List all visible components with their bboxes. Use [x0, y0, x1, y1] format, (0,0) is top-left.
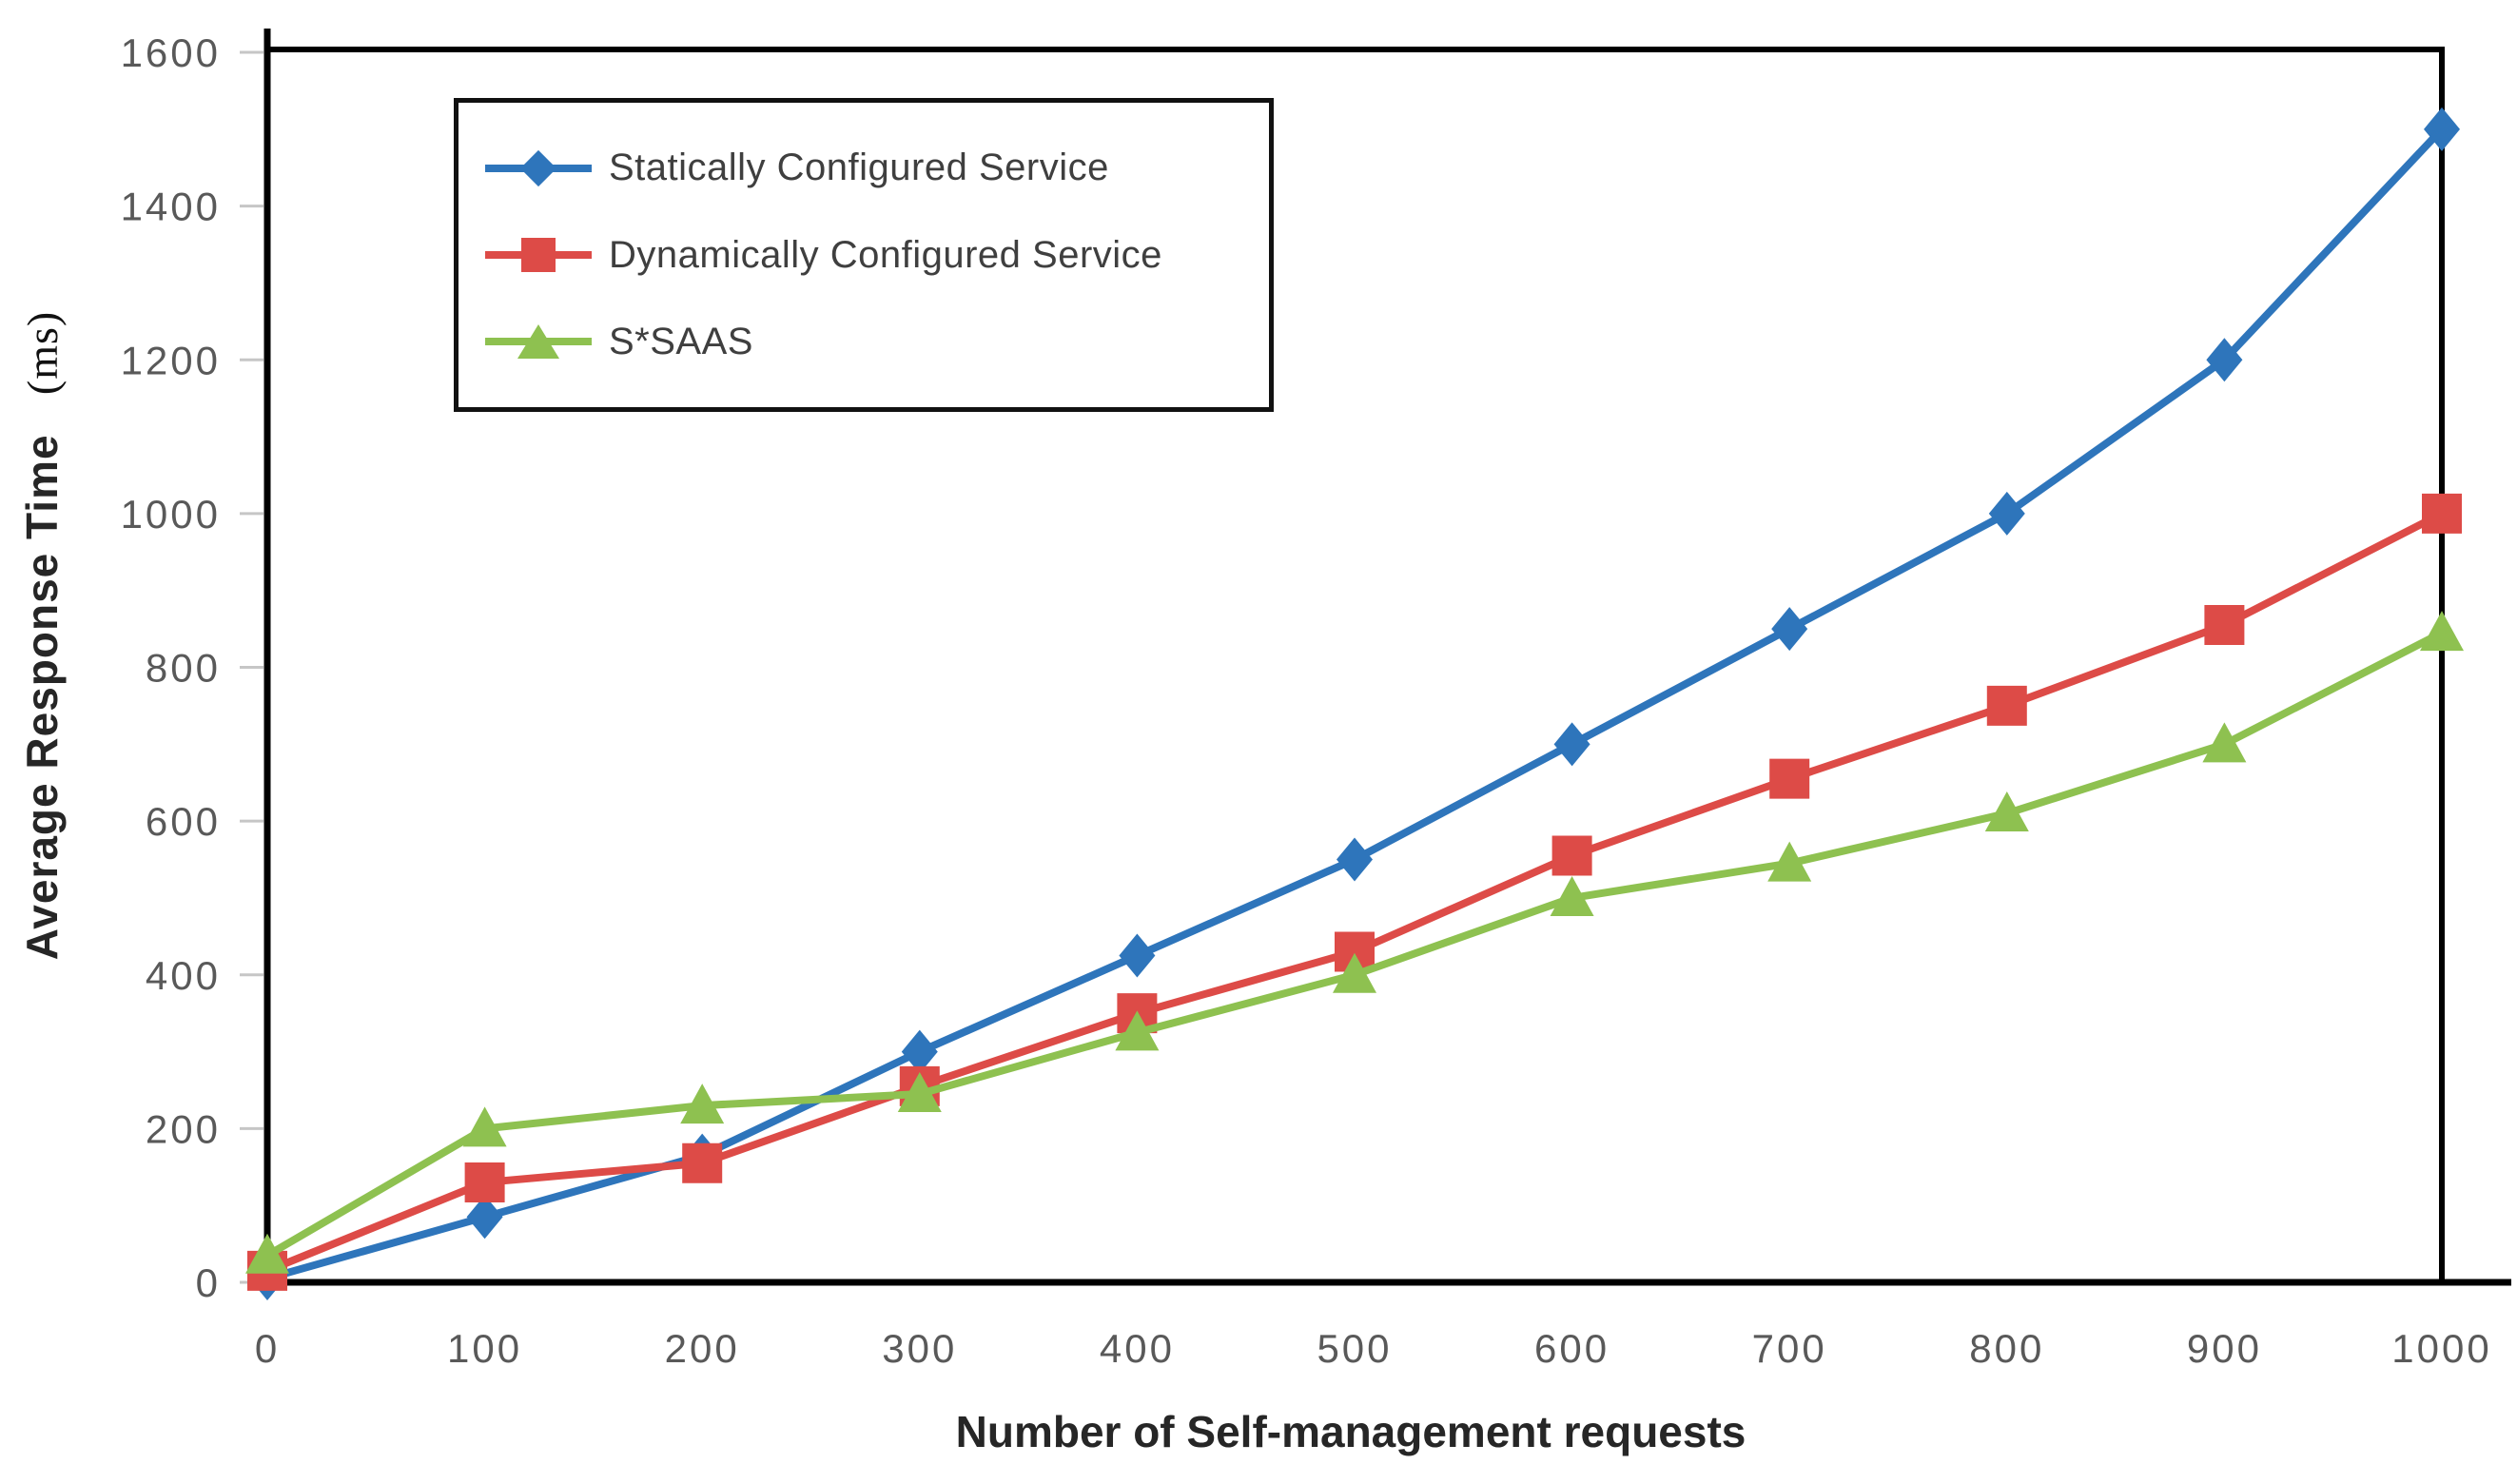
- y-tick-label: 1000: [121, 492, 221, 537]
- square-marker-dynamically-configured-service: [464, 1162, 505, 1202]
- legend: Statically Configured Service Dynamicall…: [454, 98, 1274, 412]
- x-tick-label: 700: [1752, 1326, 1827, 1371]
- x-tick-label: 900: [2187, 1326, 2262, 1371]
- legend-key-line: [485, 234, 592, 276]
- y-axis-title: Average Response Time (ms): [16, 311, 68, 960]
- x-tick-label: 800: [1969, 1326, 2044, 1371]
- diamond-marker-statically-configured-service: [2206, 338, 2243, 382]
- legend-label: Statically Configured Service: [609, 146, 1109, 189]
- square-marker-dynamically-configured-service: [2204, 605, 2245, 646]
- triangle-marker-icon: [517, 324, 559, 360]
- legend-key-line: [485, 321, 592, 362]
- triangle-up-marker-s-saas: [245, 1233, 289, 1274]
- triangle-up-marker-s-saas: [1333, 952, 1376, 993]
- y-tick-label: 200: [146, 1106, 221, 1151]
- x-axis-title: Number of Self-management requests: [955, 1407, 1746, 1456]
- diamond-marker-statically-configured-service: [1337, 837, 1373, 882]
- x-tick-label: 500: [1317, 1326, 1392, 1371]
- triangle-up-marker-s-saas: [2420, 611, 2464, 652]
- square-marker-dynamically-configured-service: [2422, 493, 2462, 534]
- square-marker-dynamically-configured-service: [1769, 758, 1810, 799]
- y-tick-label: 800: [146, 646, 221, 691]
- square-marker-dynamically-configured-service: [682, 1142, 723, 1183]
- y-axis-title-text: Average Response Time: [17, 434, 67, 961]
- diamond-marker-statically-configured-service: [1553, 722, 1590, 767]
- x-tick-label: 0: [255, 1326, 280, 1371]
- triangle-up-marker-s-saas: [1767, 841, 1812, 882]
- square-marker-dynamically-configured-service: [1335, 931, 1375, 972]
- triangle-up-marker-s-saas: [680, 1084, 725, 1124]
- diamond-marker-statically-configured-service: [1119, 933, 1156, 978]
- y-tick-label: 1400: [121, 185, 221, 229]
- x-tick-label: 100: [447, 1326, 522, 1371]
- legend-label: Dynamically Configured Service: [609, 233, 1162, 276]
- triangle-up-marker-s-saas: [1984, 791, 2029, 832]
- triangle-up-marker-s-saas: [462, 1106, 507, 1147]
- y-tick-label: 1200: [121, 338, 221, 382]
- x-tick-label: 200: [665, 1326, 740, 1371]
- triangle-up-marker-s-saas: [2202, 722, 2247, 763]
- y-axis-title-unit: (ms): [18, 310, 67, 396]
- y-tick-label: 600: [146, 799, 221, 844]
- diamond-marker-statically-configured-service: [1771, 607, 1808, 652]
- triangle-up-marker-s-saas: [1115, 1010, 1160, 1051]
- x-tick-label: 300: [882, 1326, 957, 1371]
- legend-key-line: [485, 147, 592, 189]
- x-tick-label: 400: [1100, 1326, 1175, 1371]
- diamond-marker-statically-configured-service: [1988, 491, 2025, 536]
- square-marker-icon: [521, 238, 556, 272]
- legend-item-statically-configured-service: Statically Configured Service: [485, 146, 1269, 189]
- y-tick-label: 0: [196, 1260, 221, 1305]
- square-marker-dynamically-configured-service: [1551, 835, 1592, 876]
- square-marker-dynamically-configured-service: [1986, 685, 2027, 726]
- y-tick-label: 400: [146, 953, 221, 998]
- x-tick-label: 600: [1534, 1326, 1610, 1371]
- diamond-marker-icon: [519, 149, 557, 186]
- triangle-up-marker-s-saas: [1550, 875, 1594, 916]
- diamond-marker-statically-configured-service: [901, 1029, 938, 1074]
- x-tick-label: 1000: [2391, 1326, 2491, 1371]
- legend-item-ssaas: S*SAAS: [485, 321, 1269, 363]
- diamond-marker-statically-configured-service: [2424, 107, 2460, 151]
- series-line-dynamically-configured-service: [265, 510, 2444, 1275]
- legend-item-dynamically-configured-service: Dynamically Configured Service: [485, 234, 1269, 277]
- legend-label: S*SAAS: [609, 320, 753, 362]
- diamond-marker-statically-configured-service: [466, 1195, 503, 1240]
- triangle-up-marker-s-saas: [897, 1072, 942, 1113]
- y-tick-label: 1600: [121, 30, 221, 75]
